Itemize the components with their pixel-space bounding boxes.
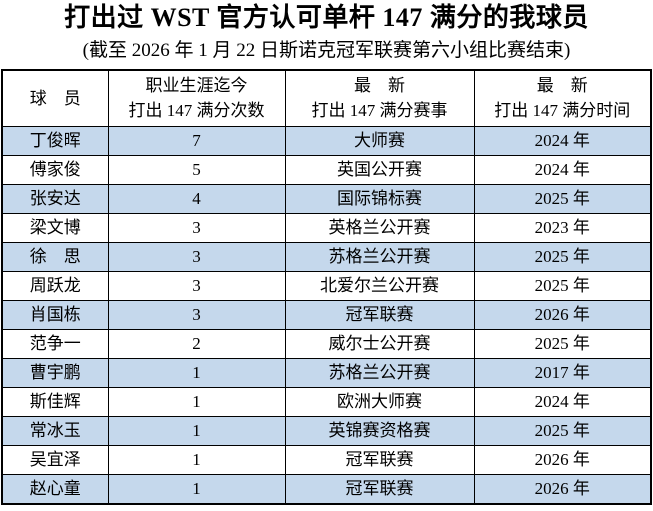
year-cell: 2026 年 [473,444,652,475]
event-cell: 冠军联赛 [284,299,475,330]
year-cell: 2024 年 [473,125,652,156]
count-cell: 7 [107,125,286,156]
table-header: 球 员 职业生涯迄今 打出 147 满分次数 最 新 打出 147 满分赛事 最… [1,69,652,127]
player-cell: 吴宜泽 [1,444,109,475]
table-row: 徐 思 3 苏格兰公开赛 2025 年 [1,241,652,272]
count-cell: 1 [107,473,286,504]
count-cell: 3 [107,299,286,330]
event-cell: 欧洲大师赛 [284,386,475,417]
table-row: 张安达 4 国际锦标赛 2025 年 [1,183,652,214]
table-row: 吴宜泽 1 冠军联赛 2026 年 [1,444,652,475]
header-player-label: 球 员 [29,88,81,108]
player-cell: 范争一 [1,328,109,359]
player-cell: 徐 思 [1,241,109,272]
player-cell: 梁文博 [1,212,109,243]
year-cell: 2025 年 [473,241,652,272]
event-cell: 苏格兰公开赛 [284,357,475,388]
table-row: 斯佳辉 1 欧洲大师赛 2024 年 [1,386,652,417]
event-cell: 英锦赛资格赛 [284,415,475,446]
count-cell: 5 [107,154,286,185]
header-latest-time: 最 新 打出 147 满分时间 [473,69,652,127]
header-latest-event: 最 新 打出 147 满分赛事 [284,69,475,127]
year-cell: 2025 年 [473,415,652,446]
year-cell: 2025 年 [473,270,652,301]
player-cell: 傅家俊 [1,154,109,185]
player-cell: 肖国栋 [1,299,109,330]
table-row: 肖国栋 3 冠军联赛 2026 年 [1,299,652,330]
player-cell: 常冰玉 [1,415,109,446]
player-cell: 曹宇鹏 [1,357,109,388]
count-cell: 2 [107,328,286,359]
year-cell: 2024 年 [473,154,652,185]
player-cell: 丁俊晖 [1,125,109,156]
player-cell: 斯佳辉 [1,386,109,417]
year-cell: 2026 年 [473,473,652,504]
header-row: 球 员 职业生涯迄今 打出 147 满分次数 最 新 打出 147 满分赛事 最… [1,69,652,127]
players-147-table: 球 员 职业生涯迄今 打出 147 满分次数 最 新 打出 147 满分赛事 最… [1,69,652,505]
count-cell: 3 [107,270,286,301]
header-career-count: 职业生涯迄今 打出 147 满分次数 [107,69,286,127]
year-cell: 2024 年 [473,386,652,417]
count-cell: 1 [107,386,286,417]
count-cell: 1 [107,415,286,446]
header-player: 球 员 [1,69,109,127]
table-row: 常冰玉 1 英锦赛资格赛 2025 年 [1,415,652,446]
count-cell: 3 [107,212,286,243]
count-cell: 1 [107,444,286,475]
page-subtitle: (截至 2026 年 1 月 22 日斯诺克冠军联赛第六小组比赛结束) [82,40,571,61]
event-cell: 英国公开赛 [284,154,475,185]
table-row: 丁俊晖 7 大师赛 2024 年 [1,125,652,156]
event-cell: 冠军联赛 [284,444,475,475]
table-row: 范争一 2 威尔士公开赛 2025 年 [1,328,652,359]
player-cell: 周跃龙 [1,270,109,301]
table-row: 梁文博 3 英格兰公开赛 2023 年 [1,212,652,243]
year-cell: 2017 年 [473,357,652,388]
event-cell: 冠军联赛 [284,473,475,504]
table-row: 曹宇鹏 1 苏格兰公开赛 2017 年 [1,357,652,388]
table-row: 赵心童 1 冠军联赛 2026 年 [1,473,652,504]
year-cell: 2025 年 [473,328,652,359]
year-cell: 2026 年 [473,299,652,330]
event-cell: 北爱尔兰公开赛 [284,270,475,301]
event-cell: 威尔士公开赛 [284,328,475,359]
player-cell: 张安达 [1,183,109,214]
player-cell: 赵心童 [1,473,109,504]
year-cell: 2025 年 [473,183,652,214]
year-cell: 2023 年 [473,212,652,243]
event-cell: 大师赛 [284,125,475,156]
count-cell: 4 [107,183,286,214]
event-cell: 国际锦标赛 [284,183,475,214]
event-cell: 苏格兰公开赛 [284,241,475,272]
count-cell: 1 [107,357,286,388]
page-title: 打出过 WST 官方认可单杆 147 满分的我球员 [64,3,589,32]
count-cell: 3 [107,241,286,272]
table-body: 丁俊晖 7 大师赛 2024 年 傅家俊 5 英国公开赛 2024 年 张安达 … [1,125,652,504]
table-row: 傅家俊 5 英国公开赛 2024 年 [1,154,652,185]
table-row: 周跃龙 3 北爱尔兰公开赛 2025 年 [1,270,652,301]
event-cell: 英格兰公开赛 [284,212,475,243]
